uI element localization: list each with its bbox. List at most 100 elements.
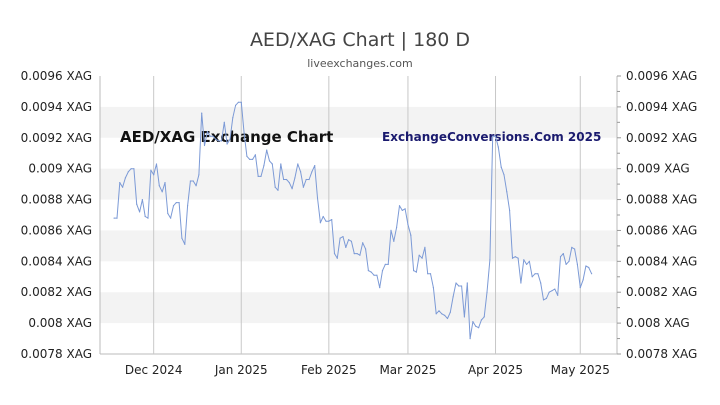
- data-point: [260, 175, 262, 177]
- y-axis-left: 0.0096 XAG 0.0094 XAG 0.0092 XAG 0.009 XAG 0…: [21, 69, 92, 361]
- data-point: [139, 211, 141, 213]
- data-point: [571, 246, 573, 248]
- data-point: [565, 263, 567, 265]
- data-point: [257, 175, 259, 177]
- data-point: [119, 182, 121, 184]
- data-point: [339, 237, 341, 239]
- data-point: [336, 257, 338, 259]
- data-point: [559, 256, 562, 258]
- y-tick-label-right: 0.0078 XAG: [626, 347, 697, 361]
- data-point: [291, 188, 293, 190]
- x-tick-label: Apr 2025: [468, 363, 523, 377]
- data-point: [172, 205, 175, 207]
- data-point: [235, 104, 237, 106]
- data-point: [526, 263, 528, 265]
- data-point: [413, 270, 415, 272]
- data-point: [390, 229, 392, 231]
- data-point: [195, 185, 197, 187]
- y-tick-label-right: 0.008 XAG: [626, 316, 690, 330]
- data-point: [283, 178, 285, 181]
- data-point: [348, 239, 350, 241]
- background-bands: [100, 106, 617, 324]
- data-point: [441, 313, 443, 315]
- chart-title: AED/XAG Chart | 180 D: [250, 29, 470, 51]
- y-tick-label-left: 0.008 XAG: [28, 316, 92, 330]
- data-point: [523, 259, 525, 261]
- data-point: [322, 215, 324, 218]
- watermark-right: ExchangeConversions.Com 2025: [382, 130, 601, 144]
- data-point: [192, 180, 194, 182]
- data-point: [503, 174, 505, 176]
- data-point: [427, 273, 429, 275]
- data-point: [218, 140, 220, 142]
- data-point: [164, 182, 166, 184]
- data-point: [362, 242, 364, 244]
- data-point: [520, 282, 522, 284]
- data-point: [345, 246, 347, 248]
- data-point: [277, 189, 279, 191]
- series-line: [113, 101, 593, 340]
- data-point: [155, 163, 158, 165]
- y-tick-label-right: 0.0096 XAG: [626, 69, 697, 83]
- x-tick-label: Mar 2025: [379, 363, 436, 377]
- data-point: [548, 291, 550, 293]
- data-point: [429, 273, 432, 275]
- y-tick-label-left: 0.0088 XAG: [21, 193, 92, 207]
- data-point: [574, 248, 576, 250]
- data-point: [415, 271, 417, 273]
- data-point: [206, 131, 208, 133]
- y-tick-label-right: 0.0092 XAG: [626, 131, 697, 145]
- data-point: [509, 209, 511, 211]
- data-point: [475, 325, 477, 327]
- data-point: [144, 215, 146, 218]
- data-point: [136, 203, 138, 205]
- data-point: [331, 219, 333, 221]
- data-point: [356, 253, 358, 255]
- data-point: [452, 296, 454, 298]
- data-point: [469, 338, 471, 340]
- data-point: [404, 208, 406, 210]
- data-point: [223, 121, 225, 123]
- data-point: [229, 138, 231, 140]
- data-point: [220, 140, 223, 142]
- data-point: [184, 243, 186, 245]
- data-point: [393, 240, 395, 242]
- data-point: [116, 217, 118, 219]
- data-point: [302, 186, 304, 188]
- y-tick-label-right: 0.009 XAG: [626, 162, 690, 176]
- data-point: [528, 260, 531, 262]
- data-point: [421, 257, 423, 259]
- data-point: [557, 294, 559, 296]
- y-tick-label-right: 0.0094 XAG: [626, 100, 697, 114]
- data-point: [497, 146, 499, 148]
- data-point: [187, 205, 189, 207]
- data-point: [285, 178, 288, 181]
- data-point: [359, 254, 361, 256]
- data-point: [588, 266, 590, 269]
- y-tick-label-left: 0.009 XAG: [28, 162, 92, 176]
- data-point: [463, 316, 465, 318]
- data-point: [568, 260, 570, 262]
- data-point: [424, 246, 426, 248]
- data-point: [266, 149, 268, 151]
- y-tick-label-left: 0.0092 XAG: [21, 131, 92, 145]
- data-point: [410, 234, 412, 236]
- data-point: [542, 299, 545, 301]
- data-point: [280, 163, 282, 165]
- y-tick-label-left: 0.0094 XAG: [21, 100, 92, 114]
- data-point: [297, 163, 299, 165]
- data-point: [551, 290, 553, 292]
- data-point: [198, 174, 200, 176]
- data-point: [319, 222, 321, 224]
- data-point: [350, 240, 352, 242]
- data-point: [537, 273, 539, 275]
- data-point: [480, 319, 482, 321]
- data-point: [517, 257, 519, 259]
- data-point: [271, 163, 273, 165]
- y-tick-label-left: 0.0096 XAG: [21, 69, 92, 83]
- data-point: [540, 282, 542, 284]
- data-point: [130, 168, 132, 170]
- data-point: [175, 202, 177, 204]
- data-point: [201, 112, 203, 114]
